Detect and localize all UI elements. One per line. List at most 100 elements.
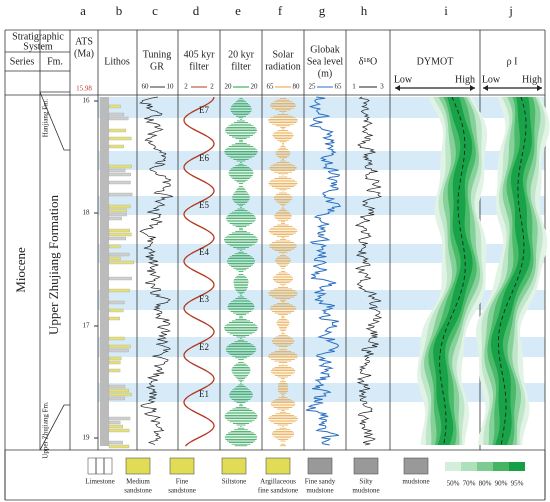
label: h (361, 3, 368, 18)
litho-layer (108, 348, 129, 353)
label: Globak (310, 44, 339, 55)
litho-layer (108, 288, 130, 293)
label: ATS (75, 36, 93, 47)
median (439, 96, 466, 446)
litho-layer (108, 344, 131, 349)
label: 20 (225, 83, 233, 91)
litho-layer (108, 228, 130, 233)
litho-layer (108, 144, 124, 149)
curve (354, 96, 383, 446)
litho-layer (108, 236, 127, 241)
litho-layer (108, 392, 132, 397)
legend-swatch (169, 457, 195, 475)
label: 90% (495, 480, 508, 488)
litho-layer (108, 384, 126, 389)
litho-layer (108, 168, 126, 173)
litho-layer (108, 356, 122, 361)
label: filter (189, 61, 209, 72)
label: Medium (126, 478, 150, 486)
label: mudstone (306, 487, 333, 495)
label: Low (482, 74, 501, 85)
label: j (508, 3, 513, 18)
litho-layer (108, 164, 132, 169)
label: sandstone (124, 487, 152, 495)
legend-swatch (307, 457, 333, 475)
legend-swatch (221, 457, 247, 475)
legend-swatch (353, 457, 379, 475)
curve (139, 96, 173, 446)
label: f (278, 3, 283, 18)
litho-layer (108, 396, 125, 401)
label: Hanjiang Fm. (42, 99, 50, 138)
label: 50% (447, 480, 460, 488)
label: (m) (318, 68, 332, 79)
label: E1 (199, 389, 209, 399)
legend-swatch (87, 457, 113, 475)
label: 16 (83, 97, 91, 105)
litho-layer (108, 112, 125, 117)
label: 25 (309, 83, 317, 91)
label: GR (150, 61, 164, 72)
legend-swatch (403, 457, 429, 475)
label: E5 (199, 200, 209, 210)
filter-405 (183, 96, 215, 447)
confidence-band (433, 97, 473, 445)
label: fine sandstone (258, 487, 298, 495)
label: 10 (167, 83, 175, 91)
litho-layer (108, 416, 131, 421)
label: (Ma) (74, 48, 94, 59)
label: c (152, 3, 158, 18)
litho-layer (108, 192, 133, 197)
label: radiation (265, 61, 301, 72)
litho-strip (100, 97, 109, 446)
litho-layer (108, 244, 121, 249)
label: 2 (210, 83, 214, 91)
litho-layer (108, 308, 124, 313)
label: 405 kyr (184, 49, 216, 60)
legend-swatch (265, 457, 291, 475)
label: Low (394, 74, 413, 85)
litho-layer (108, 428, 130, 433)
litho-layer (108, 216, 122, 221)
label: 1 (352, 83, 356, 91)
litho-layer (108, 388, 129, 393)
litho-layer (108, 256, 121, 261)
label: 19 (83, 434, 91, 442)
label: Upper Zhujiang Fm. (42, 401, 50, 459)
label: Upper Zhujiang Formation (46, 194, 61, 335)
litho-layer (108, 212, 127, 217)
label: sandstone (168, 487, 196, 495)
litho-layer (108, 104, 121, 109)
label: Sea level (307, 56, 344, 67)
label: 20 kyr (228, 49, 255, 60)
legend-swatch (125, 457, 151, 475)
label: δ¹⁸O (359, 56, 377, 67)
label: High (522, 74, 542, 85)
median (497, 96, 527, 446)
bracket (39, 91, 70, 451)
curve (305, 96, 342, 446)
label: 70% (463, 480, 476, 488)
percent-swatch (461, 462, 477, 471)
label: 95% (511, 480, 524, 488)
litho-layer (108, 420, 121, 425)
label: 20 (251, 83, 259, 91)
label: 65 (335, 83, 343, 91)
label: Tuning (143, 49, 172, 60)
label: E4 (199, 247, 209, 257)
label: filter (231, 61, 251, 72)
label: Lithos (104, 56, 130, 67)
label: E3 (199, 294, 209, 304)
litho-layer (108, 208, 127, 213)
label: Fm. (47, 56, 63, 67)
litho-layer (108, 232, 132, 237)
label: 18 (83, 209, 91, 217)
label: g (319, 3, 326, 18)
label: Silty (359, 478, 373, 486)
percent-swatch (477, 462, 493, 471)
label: d (193, 3, 200, 18)
label: Fine sandy (305, 478, 336, 486)
label: 17 (83, 322, 91, 330)
label: 15.98 (76, 85, 92, 93)
